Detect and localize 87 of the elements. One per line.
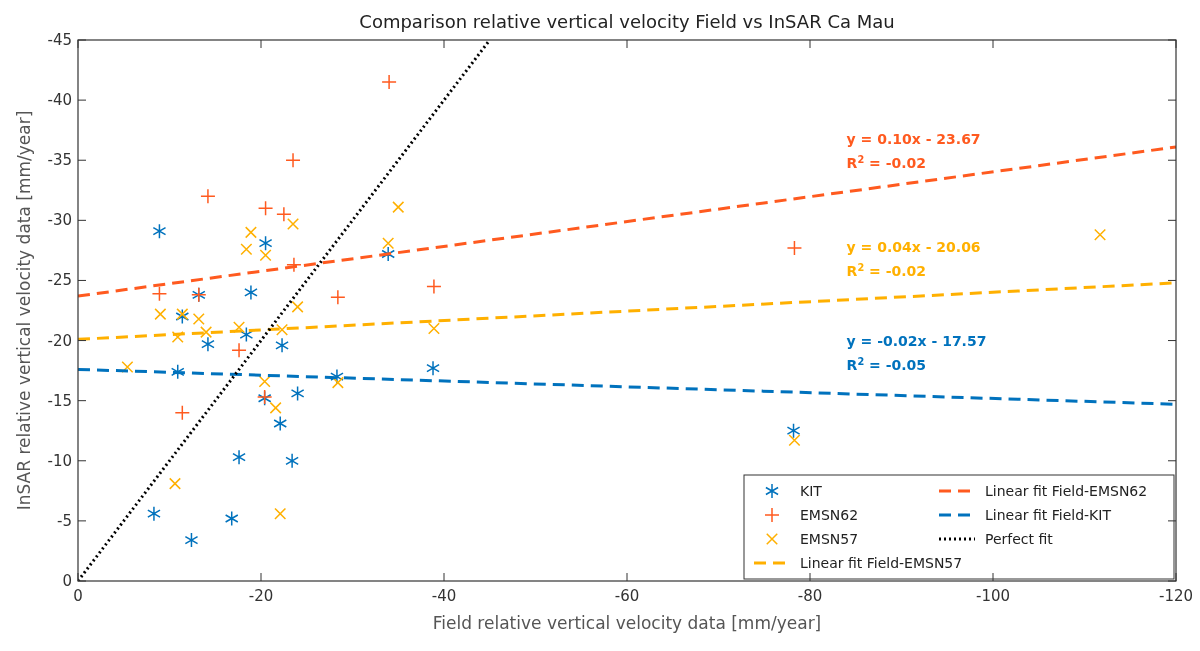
point	[233, 321, 246, 334]
point	[175, 308, 190, 325]
point	[286, 257, 302, 273]
point	[330, 368, 344, 385]
y-tick-label: 0	[62, 572, 72, 590]
point	[269, 401, 282, 414]
point	[426, 278, 442, 295]
point	[392, 201, 405, 214]
point	[200, 326, 213, 339]
y-tick-label: -35	[47, 151, 72, 170]
point	[170, 364, 185, 380]
point	[285, 453, 299, 469]
y-tick-label: -25	[47, 271, 72, 290]
point	[287, 217, 300, 230]
point	[1094, 228, 1107, 241]
point	[244, 226, 257, 239]
point	[290, 385, 305, 402]
point	[154, 308, 167, 321]
x-tick-label: -40	[431, 587, 457, 605]
x-tick-label: -60	[614, 587, 640, 605]
y-tick-label: -45	[47, 31, 72, 49]
point	[285, 152, 301, 168]
point	[151, 285, 168, 302]
legend-label: KIT	[800, 483, 823, 499]
y-tick-label: -30	[47, 211, 72, 230]
y-tick-label: -20	[47, 331, 72, 350]
legend-label: Linear fit Field-EMSN62	[985, 483, 1148, 499]
y-tick-label: -15	[47, 391, 72, 410]
annotation: y = 0.04x - 20.06	[846, 238, 981, 255]
annotation: R$^{2}$ = -0.02	[846, 261, 927, 279]
point	[427, 322, 440, 335]
point	[259, 249, 272, 262]
point	[231, 342, 247, 358]
y-axis-title: InSAR relative vertical velocity data [mm/year]	[14, 110, 34, 511]
point	[291, 300, 304, 313]
point	[274, 507, 287, 520]
y-tick-label: -10	[47, 451, 72, 470]
point	[224, 510, 239, 527]
point	[426, 360, 440, 376]
point	[275, 337, 289, 354]
legend-label: Perfect fit	[985, 531, 1054, 547]
x-tick-label: -80	[797, 587, 823, 605]
point	[239, 326, 254, 343]
annotation: R$^{2}$ = -0.02	[846, 153, 927, 171]
point	[147, 505, 161, 522]
point	[232, 449, 246, 465]
point	[168, 477, 181, 490]
point	[192, 312, 205, 325]
point	[786, 422, 801, 439]
point	[174, 404, 191, 421]
y-tick-label: -5	[57, 511, 72, 530]
point	[788, 434, 801, 447]
point	[786, 240, 803, 256]
point	[200, 188, 216, 205]
point	[240, 243, 253, 256]
legend-label: Linear fit Field-KIT	[985, 507, 1112, 523]
point	[258, 235, 273, 251]
point	[244, 284, 258, 301]
annotation: y = -0.02x - 17.57	[846, 332, 987, 349]
point	[382, 237, 395, 250]
annotation: R$^{2}$ = -0.05	[846, 355, 927, 373]
point	[184, 532, 199, 548]
point	[276, 206, 292, 223]
point	[258, 375, 271, 388]
point	[257, 200, 274, 217]
point	[381, 246, 396, 262]
point	[331, 376, 344, 389]
legend-label: Linear fit Field-EMSN57	[800, 555, 963, 571]
point	[273, 415, 288, 432]
legend-label: EMSN62	[800, 507, 859, 523]
legend-label: EMSN57	[800, 531, 859, 547]
x-tick-label: 0	[73, 587, 83, 605]
point	[171, 330, 184, 343]
y-tick-label: -40	[47, 91, 72, 110]
point	[152, 223, 167, 239]
point	[381, 74, 397, 90]
point	[330, 289, 346, 306]
x-tick-label: -120	[1158, 587, 1194, 605]
point	[121, 361, 134, 373]
point	[176, 308, 189, 321]
x-tick-label: -100	[975, 587, 1011, 605]
point	[201, 336, 215, 352]
annotation: y = 0.10x - 23.67	[846, 130, 981, 147]
x-axis-title: Field relative vertical velocity data [mm/year]	[432, 613, 822, 633]
chart-title: Comparison relative vertical velocity Field vs InSAR Ca Mau	[359, 11, 895, 32]
point	[276, 323, 289, 336]
x-tick-label: -20	[248, 587, 274, 605]
